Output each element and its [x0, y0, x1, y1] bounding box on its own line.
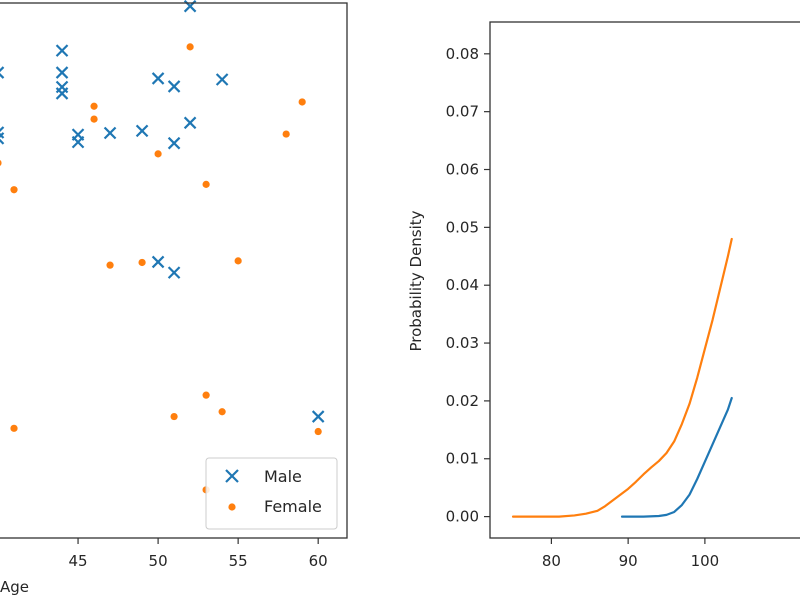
male-point — [151, 255, 165, 269]
male-point — [103, 126, 117, 140]
male-point — [0, 66, 5, 79]
female-point — [282, 130, 290, 138]
female-point — [202, 391, 210, 399]
female-point — [186, 43, 194, 51]
density-y-tick-label: 0.00 — [446, 508, 479, 526]
female-point — [10, 186, 18, 194]
density-y-tick-label: 0.04 — [446, 276, 479, 294]
density-x-tick-label: 100 — [691, 552, 720, 570]
density-y-tick-label: 0.08 — [446, 45, 479, 63]
scatter-x-tick-label: 50 — [149, 552, 168, 570]
male-point — [167, 136, 181, 150]
density-y-tick-label: 0.02 — [446, 392, 479, 410]
scatter-x-tick-label: 55 — [229, 552, 248, 570]
density-lines — [511, 237, 733, 518]
female-point — [298, 98, 306, 106]
density-line-orange — [511, 237, 733, 518]
female-point — [106, 261, 114, 269]
density-x-ticks: 80 90 100 — [542, 538, 719, 570]
density-y-axis-label: Probability Density — [407, 210, 425, 351]
legend: Male Female — [205, 457, 338, 530]
density-y-tick-label: 0.01 — [446, 450, 479, 468]
male-point — [135, 124, 149, 138]
male-point — [55, 44, 69, 57]
male-point — [167, 80, 181, 93]
male-point — [215, 73, 229, 86]
legend-female-marker — [228, 503, 236, 511]
density-line-blue — [620, 396, 733, 518]
male-point — [0, 132, 5, 145]
scatter-x-axis-label: Age — [0, 578, 29, 596]
scatter-plot-frame — [0, 2, 348, 539]
legend-frame — [205, 457, 338, 530]
male-point — [311, 410, 325, 423]
density-plot: 0.00 0.01 0.02 0.03 0.04 0.05 0.06 0.07 0.08 80 9… — [407, 21, 800, 570]
female-point — [202, 180, 210, 188]
female-point — [218, 408, 226, 416]
density-y-tick-label: 0.03 — [446, 334, 479, 352]
male-point — [183, 116, 197, 130]
density-y-tick-label: 0.07 — [446, 103, 479, 121]
density-y-tick-label: 0.06 — [446, 161, 479, 179]
scatter-x-ticks: 45 50 55 60 — [69, 538, 328, 570]
male-point — [151, 72, 165, 85]
scatter-points — [0, 0, 325, 494]
scatter-x-tick-label: 60 — [309, 552, 328, 570]
scatter-plot: 45 50 55 60 Age Male Female — [0, 0, 348, 596]
legend-male-label: Male — [264, 467, 302, 486]
legend-male-marker — [225, 469, 239, 483]
density-plot-frame — [489, 21, 800, 539]
female-point — [170, 412, 178, 421]
female-point — [10, 424, 18, 432]
scatter-x-tick-label: 45 — [69, 552, 88, 570]
male-point — [167, 266, 181, 279]
female-point — [138, 258, 146, 267]
female-point — [0, 159, 2, 166]
female-point — [154, 150, 162, 158]
density-x-tick-label: 90 — [619, 552, 638, 570]
male-point — [55, 66, 69, 79]
density-y-ticks: 0.00 0.01 0.02 0.03 0.04 0.05 0.06 0.07 0.08 — [446, 45, 490, 526]
female-point — [90, 115, 98, 123]
female-point — [90, 102, 98, 110]
male-point — [55, 87, 69, 100]
female-point — [234, 257, 242, 265]
female-point — [314, 427, 322, 436]
density-x-tick-label: 80 — [542, 552, 561, 570]
density-y-tick-label: 0.05 — [446, 218, 479, 236]
legend-female-label: Female — [264, 497, 322, 516]
male-point — [71, 135, 85, 149]
